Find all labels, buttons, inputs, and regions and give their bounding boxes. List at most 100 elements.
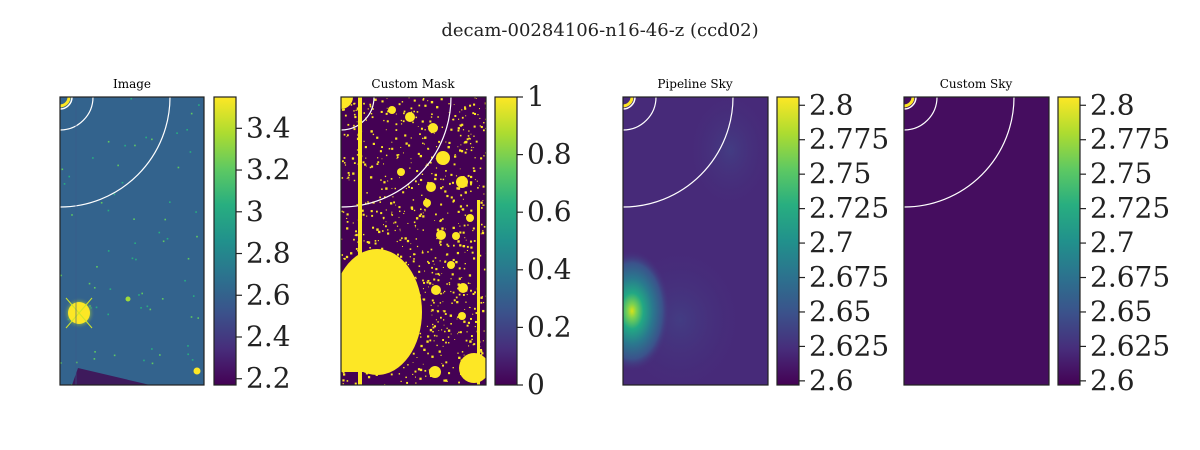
mask-speckle xyxy=(479,125,481,127)
figure-title: decam-00284106-n16-46-z (ccd02) xyxy=(441,20,758,41)
mask-speckle xyxy=(464,141,467,144)
mask-speckle xyxy=(473,343,476,346)
mask-speckle xyxy=(398,103,401,106)
mask-speckle xyxy=(385,221,387,223)
mask-speckle xyxy=(379,196,381,199)
image-noise-pixel xyxy=(134,242,136,245)
mask-speckle xyxy=(354,115,357,119)
mask-speckle xyxy=(479,254,482,257)
mask-speckle xyxy=(472,344,474,346)
mask-speckle xyxy=(430,248,433,251)
image-noise-pixel xyxy=(197,317,200,319)
image-heatmap xyxy=(60,97,204,385)
mask-speckle xyxy=(474,326,476,328)
mask-speckle xyxy=(482,200,484,201)
image-noise-pixel xyxy=(117,164,119,167)
mask-speckle xyxy=(442,301,444,303)
mask-speckle xyxy=(353,179,356,182)
mask-speckle xyxy=(459,124,461,126)
mask-speckle xyxy=(395,123,398,126)
mask-speckle xyxy=(453,299,456,302)
colorbar-tick-label: 2.2 xyxy=(246,362,291,395)
mask-speckle xyxy=(472,257,476,260)
mask-speckle xyxy=(391,214,394,216)
mask-speckle xyxy=(371,214,374,217)
mask-speckle xyxy=(401,237,403,239)
mask-speckle xyxy=(408,144,411,147)
mask-speckle xyxy=(473,125,476,128)
colorbar-gradient xyxy=(776,96,800,386)
mask-bright-star-fill xyxy=(341,312,377,372)
mask-speckle xyxy=(464,107,467,110)
mask-speckle xyxy=(390,178,393,180)
mask-speckle xyxy=(418,214,422,217)
mask-speckle xyxy=(377,161,380,164)
mask-speckle xyxy=(341,238,343,240)
image-noise-pixel xyxy=(124,144,126,147)
colorbar-tick-label: 0.6 xyxy=(527,195,572,228)
mask-speckle xyxy=(465,301,467,303)
mask-speckle xyxy=(370,112,373,115)
mask-speckle xyxy=(438,274,441,276)
mask-speckle xyxy=(472,227,475,230)
mask-speckle xyxy=(446,194,449,198)
mask-speckle xyxy=(400,146,402,148)
mask-speckle xyxy=(447,336,450,338)
image-noise-pixel xyxy=(61,168,64,171)
colorbar-custom-mask: 0 0.2 0.4 0.6 0.8 1 xyxy=(494,80,572,401)
image-noise-pixel xyxy=(107,140,110,143)
mask-speckle xyxy=(452,244,455,247)
mask-speckle xyxy=(436,344,438,347)
mask-speckle xyxy=(425,165,427,167)
mask-speckle xyxy=(404,134,407,137)
mask-speckle xyxy=(417,152,420,155)
mask-star xyxy=(458,283,468,293)
mask-speckle xyxy=(379,150,382,153)
mask-speckle xyxy=(458,118,460,120)
mask-speckle xyxy=(459,225,461,227)
mask-speckle xyxy=(468,274,472,277)
colorbar-tick-label: 2.625 xyxy=(809,329,889,362)
mask-speckle xyxy=(433,278,436,281)
pipeline-sky-gradient xyxy=(690,97,768,205)
mask-speckle xyxy=(370,210,373,213)
mask-star xyxy=(466,214,474,222)
mask-speckle xyxy=(454,339,456,340)
image-noise-pixel xyxy=(159,354,161,356)
mask-speckle xyxy=(463,224,466,227)
mask-speckle xyxy=(450,333,452,335)
mask-speckle xyxy=(372,108,374,110)
mask-speckle xyxy=(409,167,411,169)
mask-speckle xyxy=(443,292,445,294)
image-noise-pixel xyxy=(151,362,154,365)
mask-speckle xyxy=(369,103,372,106)
mask-speckle xyxy=(381,188,383,190)
image-noise-pixel xyxy=(93,358,96,360)
image-noise-pixel xyxy=(196,235,198,238)
mask-frame xyxy=(340,96,487,386)
colorbar-tick-label: 3 xyxy=(246,195,264,228)
mask-speckle xyxy=(471,338,473,341)
mask-speckle xyxy=(395,113,397,115)
mask-star xyxy=(423,199,431,207)
panel-title-custom-sky: Custom Sky xyxy=(940,77,1013,91)
mask-speckle xyxy=(472,292,475,295)
mask-speckle xyxy=(398,216,400,218)
mask-speckle xyxy=(422,363,424,365)
mask-speckle xyxy=(399,239,401,241)
mask-speckle xyxy=(387,180,389,182)
image-noise-pixel xyxy=(96,266,98,268)
mask-speckle xyxy=(480,233,482,235)
mask-heatmap xyxy=(341,97,486,385)
mask-speckle xyxy=(410,162,412,164)
mask-speckle xyxy=(395,129,398,131)
image-noise-pixel xyxy=(109,288,112,290)
mask-speckle xyxy=(376,136,379,139)
mask-speckle xyxy=(427,125,429,127)
mask-speckle xyxy=(343,162,346,164)
mask-speckle xyxy=(385,209,387,211)
mask-speckle xyxy=(396,158,398,160)
mask-speckle xyxy=(367,376,371,379)
mask-speckle xyxy=(482,204,483,206)
image-star-spike xyxy=(65,297,93,329)
